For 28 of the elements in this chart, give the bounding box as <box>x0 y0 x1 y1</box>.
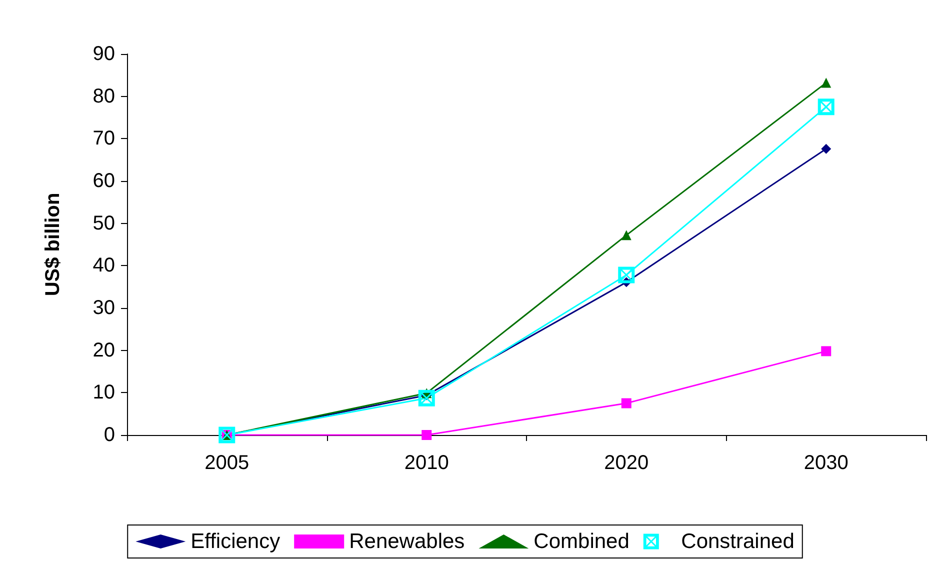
y-tick-label: 90 <box>92 43 115 65</box>
legend-label: Renewables <box>349 530 465 553</box>
point <box>618 266 635 284</box>
x-tick-label: 2030 <box>804 452 848 474</box>
legend-label: Combined <box>534 530 630 553</box>
y-tick-label: 40 <box>92 254 115 277</box>
point <box>821 346 832 356</box>
x-tick-label: 2005 <box>204 452 250 474</box>
y-tick-label: 80 <box>92 85 115 108</box>
legend-label: Constrained <box>681 530 794 553</box>
y-tick-label: 20 <box>92 339 115 362</box>
y-tick-label: 50 <box>92 212 115 234</box>
point <box>821 144 832 154</box>
y-tick-label: 60 <box>92 170 115 192</box>
x-tick-label: 2020 <box>604 452 649 474</box>
point <box>621 398 632 408</box>
point <box>621 230 632 240</box>
legend-label: Efficiency <box>190 530 281 553</box>
y-tick-label: 10 <box>92 382 115 404</box>
y-tick-label: 0 <box>104 424 115 446</box>
y-tick-label: 70 <box>92 128 115 150</box>
point <box>821 78 832 88</box>
point <box>418 390 435 406</box>
y-tick-label: 30 <box>92 297 115 319</box>
point <box>422 430 432 440</box>
x-tick-label: 2010 <box>404 452 449 474</box>
point <box>818 98 834 116</box>
y-axis-title: US$ billion <box>42 192 64 296</box>
